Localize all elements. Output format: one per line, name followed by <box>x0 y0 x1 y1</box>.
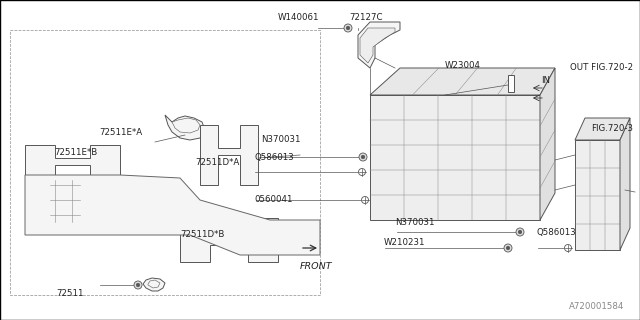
Polygon shape <box>25 175 320 255</box>
Text: Q586013: Q586013 <box>536 228 576 237</box>
Circle shape <box>344 24 352 32</box>
Polygon shape <box>148 280 160 288</box>
Circle shape <box>504 244 512 252</box>
Polygon shape <box>360 28 395 63</box>
Text: W140061: W140061 <box>277 13 319 22</box>
Text: 72511E*B: 72511E*B <box>54 148 98 156</box>
Circle shape <box>564 244 572 252</box>
Text: W23004: W23004 <box>445 61 481 70</box>
Text: 72127C: 72127C <box>349 13 382 22</box>
Text: IN: IN <box>541 76 550 85</box>
Text: W210231: W210231 <box>384 238 426 247</box>
Polygon shape <box>143 278 165 291</box>
Text: OUT FIG.720-2: OUT FIG.720-2 <box>570 63 634 72</box>
Polygon shape <box>540 68 555 220</box>
Circle shape <box>359 153 367 161</box>
Polygon shape <box>200 125 258 185</box>
Circle shape <box>358 169 365 175</box>
Circle shape <box>516 228 524 236</box>
Text: 72511D*B: 72511D*B <box>180 230 225 239</box>
Text: N370031: N370031 <box>396 218 435 227</box>
Polygon shape <box>180 218 278 262</box>
Text: A720001584: A720001584 <box>568 302 624 311</box>
Polygon shape <box>165 115 205 140</box>
Text: 72511D*A: 72511D*A <box>195 158 239 167</box>
Polygon shape <box>508 75 514 92</box>
Circle shape <box>361 155 365 159</box>
Circle shape <box>346 26 350 30</box>
Polygon shape <box>620 118 630 250</box>
Bar <box>10 30 320 295</box>
Circle shape <box>134 281 142 289</box>
Text: 72511E*A: 72511E*A <box>99 128 142 137</box>
Polygon shape <box>370 68 555 95</box>
Polygon shape <box>25 145 120 175</box>
Polygon shape <box>358 22 400 68</box>
Text: FRONT: FRONT <box>300 262 332 271</box>
Circle shape <box>506 246 510 250</box>
Polygon shape <box>575 140 620 250</box>
Text: FIG.720-3: FIG.720-3 <box>591 124 634 132</box>
Circle shape <box>518 230 522 234</box>
Circle shape <box>362 196 369 204</box>
Text: 0560041: 0560041 <box>255 195 293 204</box>
Polygon shape <box>172 118 200 133</box>
Text: N370031: N370031 <box>261 135 301 144</box>
Text: 72511: 72511 <box>56 289 84 298</box>
Polygon shape <box>370 95 540 220</box>
Text: Q586013: Q586013 <box>255 153 294 162</box>
Circle shape <box>136 283 140 287</box>
Polygon shape <box>575 118 630 140</box>
